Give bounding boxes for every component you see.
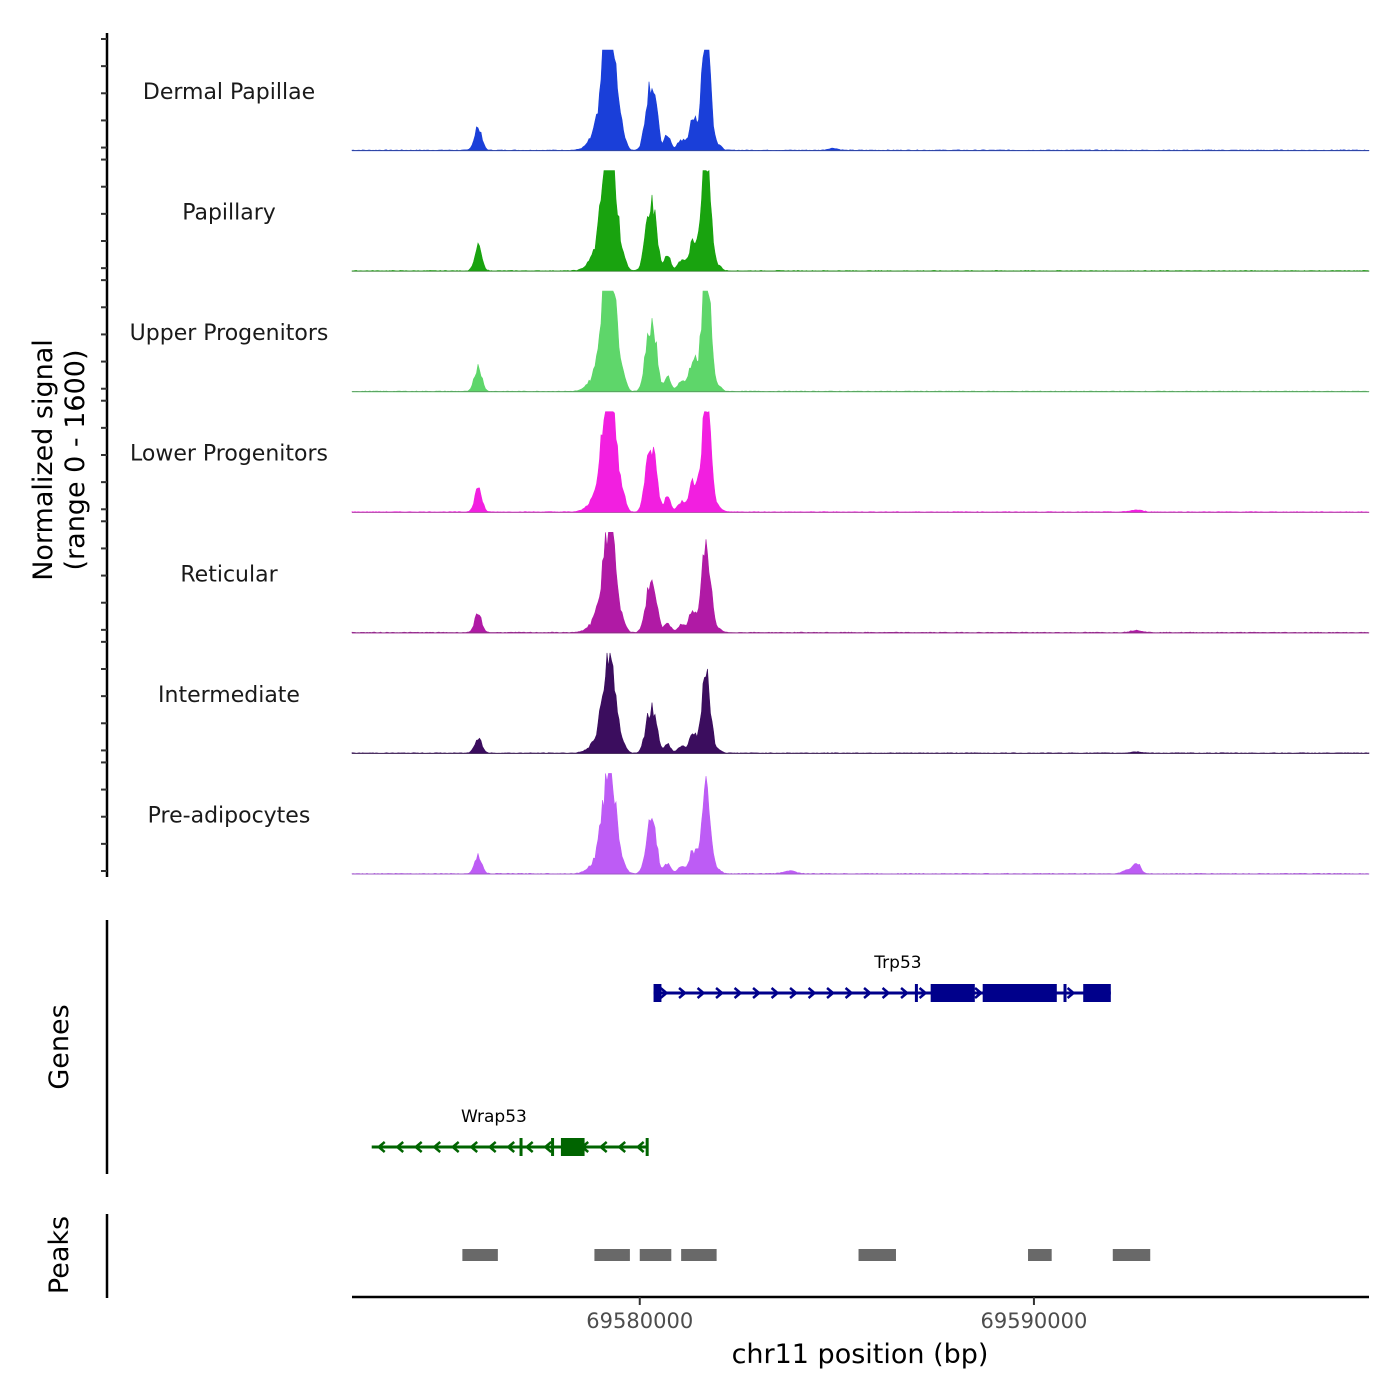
gene-trp53: Trp53 bbox=[653, 953, 1111, 1002]
x-tick-label: 69580000 bbox=[586, 1309, 693, 1333]
strand-arrow bbox=[376, 1141, 386, 1153]
strand-arrow bbox=[524, 1141, 534, 1153]
gene-wrap53: Wrap53 bbox=[371, 1107, 649, 1156]
strand-arrow bbox=[432, 1141, 442, 1153]
gene-label: Trp53 bbox=[873, 953, 921, 973]
x-axis-ticks: 69580000 69590000 bbox=[586, 1297, 1087, 1333]
signal-track: Pre-adipocytes bbox=[148, 773, 1370, 875]
track-label: Intermediate bbox=[158, 683, 300, 708]
strand-arrow bbox=[752, 987, 762, 999]
strand-arrow bbox=[678, 987, 688, 999]
strand-arrow bbox=[487, 1141, 497, 1153]
signal-axis bbox=[101, 33, 109, 877]
strand-arrow bbox=[543, 1141, 553, 1153]
strand-arrow bbox=[1066, 987, 1076, 999]
signal-area bbox=[351, 532, 1370, 634]
peaks-axis-title: Peaks bbox=[44, 1216, 75, 1294]
strand-arrow bbox=[395, 1141, 405, 1153]
strand-arrow bbox=[881, 987, 891, 999]
strand-arrow bbox=[617, 1141, 627, 1153]
signal-area bbox=[351, 773, 1370, 875]
strand-arrow bbox=[696, 987, 706, 999]
strand-arrow bbox=[598, 1141, 608, 1153]
genes-axis-title: Genes bbox=[44, 1004, 75, 1089]
signal-area bbox=[351, 290, 1370, 393]
strand-arrow bbox=[506, 1141, 516, 1153]
gene-exon bbox=[653, 984, 662, 1002]
signal-track: Dermal Papillae bbox=[143, 49, 1370, 152]
gene-exon bbox=[645, 1138, 649, 1156]
track-label: Papillary bbox=[182, 201, 276, 226]
gene-exon bbox=[930, 984, 975, 1002]
track-label: Lower Progenitors bbox=[130, 442, 328, 467]
signal-track: Lower Progenitors bbox=[130, 411, 1370, 513]
peak-region bbox=[639, 1249, 672, 1261]
strand-arrow bbox=[900, 987, 910, 999]
strand-arrow bbox=[715, 987, 725, 999]
strand-arrow bbox=[635, 1141, 645, 1153]
signal-track: Reticular bbox=[180, 532, 1370, 634]
signal-axis-title-line1: Normalized signal bbox=[28, 339, 59, 581]
gene-exon bbox=[982, 984, 1057, 1002]
strand-arrow bbox=[469, 1141, 479, 1153]
signal-area bbox=[351, 411, 1370, 513]
strand-arrow bbox=[918, 987, 928, 999]
peak-region bbox=[1112, 1249, 1151, 1261]
signal-area bbox=[351, 652, 1370, 754]
gene-exon bbox=[519, 1138, 523, 1156]
strand-arrow bbox=[863, 987, 873, 999]
signal-area bbox=[351, 49, 1370, 151]
gene-label: Wrap53 bbox=[461, 1107, 527, 1127]
signal-track: Upper Progenitors bbox=[130, 290, 1370, 393]
track-label: Pre-adipocytes bbox=[148, 803, 311, 828]
track-label: Reticular bbox=[180, 562, 278, 587]
strand-arrow bbox=[826, 987, 836, 999]
track-label: Dermal Papillae bbox=[143, 80, 315, 105]
gene-exon bbox=[551, 1138, 555, 1156]
strand-arrow bbox=[413, 1141, 423, 1153]
gene-exon bbox=[560, 1138, 585, 1156]
peak-region bbox=[1028, 1249, 1052, 1261]
track-label: Upper Progenitors bbox=[130, 321, 329, 346]
strand-arrow bbox=[807, 987, 817, 999]
signal-axis-title-line2: (range 0 - 1600) bbox=[60, 350, 91, 571]
peak-track bbox=[462, 1249, 1151, 1261]
signal-area bbox=[351, 169, 1370, 272]
strand-arrow bbox=[659, 987, 669, 999]
strand-arrow bbox=[733, 987, 743, 999]
strand-arrow bbox=[770, 987, 780, 999]
x-axis-title: chr11 position (bp) bbox=[732, 1339, 989, 1370]
gene-exon bbox=[1063, 984, 1067, 1002]
gene-exon bbox=[914, 984, 918, 1002]
gene-track: Trp53 Wrap53 bbox=[371, 953, 1111, 1156]
signal-tracks: Dermal Papillae Papillary Upper Progenitor… bbox=[130, 49, 1370, 875]
strand-arrow bbox=[844, 987, 854, 999]
strand-arrow bbox=[450, 1141, 460, 1153]
peak-region bbox=[681, 1249, 717, 1261]
peak-region bbox=[858, 1249, 896, 1261]
x-tick-label: 69590000 bbox=[980, 1309, 1087, 1333]
signal-track: Intermediate bbox=[158, 652, 1370, 754]
signal-track: Papillary bbox=[182, 169, 1370, 272]
gene-exon bbox=[1083, 984, 1111, 1002]
peak-region bbox=[462, 1249, 498, 1261]
strand-arrow bbox=[974, 987, 984, 999]
peak-region bbox=[594, 1249, 630, 1261]
strand-arrow bbox=[789, 987, 799, 999]
